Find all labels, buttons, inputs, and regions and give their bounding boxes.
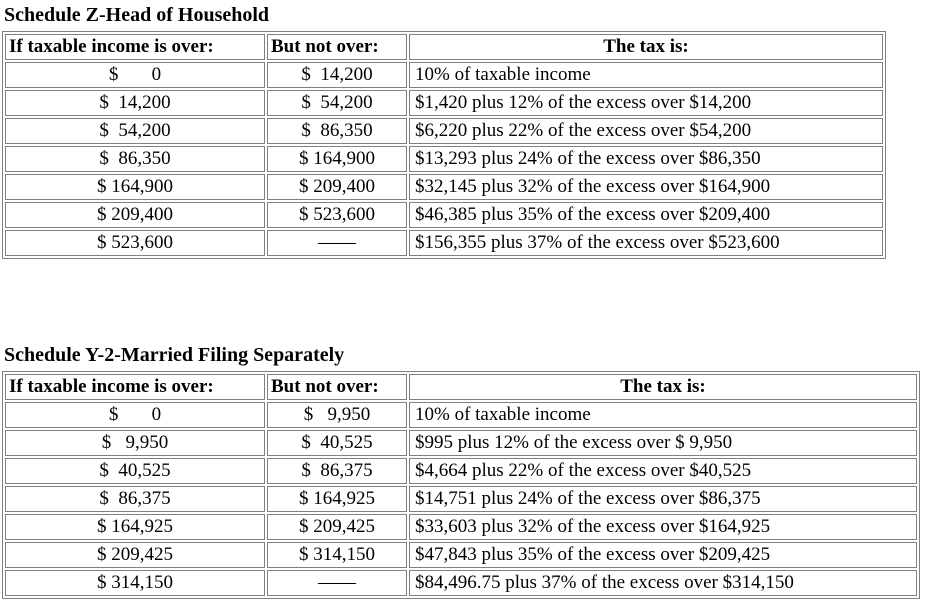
header-tax: The tax is: bbox=[409, 34, 883, 60]
cell-tax: $6,220 plus 22% of the excess over $54,2… bbox=[409, 118, 883, 144]
cell-tax: 10% of taxable income bbox=[409, 62, 883, 88]
table-row: $ 9,950 $ 40,525 $995 plus 12% of the ex… bbox=[5, 430, 917, 456]
table-row: $ 0 $ 9,950 10% of taxable income bbox=[5, 402, 917, 428]
schedule-z-section: Schedule Z-Head of Household If taxable … bbox=[2, 0, 930, 259]
cell-income-over: $ 0 bbox=[5, 402, 265, 428]
header-not-over: But not over: bbox=[267, 34, 407, 60]
cell-income-over: $ 40,525 bbox=[5, 458, 265, 484]
table-row: $ 14,200 $ 54,200 $1,420 plus 12% of the… bbox=[5, 90, 883, 116]
cell-tax: $1,420 plus 12% of the excess over $14,2… bbox=[409, 90, 883, 116]
cell-not-over: $ 314,150 bbox=[267, 542, 407, 568]
table-row: $ 209,425 $ 314,150 $47,843 plus 35% of … bbox=[5, 542, 917, 568]
cell-not-over: $ 164,925 bbox=[267, 486, 407, 512]
cell-tax: $14,751 plus 24% of the excess over $86,… bbox=[409, 486, 917, 512]
schedule-z-title: Schedule Z-Head of Household bbox=[4, 4, 270, 26]
cell-tax: $46,385 plus 35% of the excess over $209… bbox=[409, 202, 883, 228]
header-income-over: If taxable income is over: bbox=[5, 374, 265, 400]
cell-not-over-dash: —— bbox=[267, 230, 407, 256]
cell-not-over: $ 86,375 bbox=[267, 458, 407, 484]
cell-tax: $995 plus 12% of the excess over $ 9,950 bbox=[409, 430, 917, 456]
schedule-z-table: If taxable income is over: But not over:… bbox=[2, 31, 886, 259]
cell-income-over: $ 523,600 bbox=[5, 230, 265, 256]
cell-tax: 10% of taxable income bbox=[409, 402, 917, 428]
table-row: $ 523,600 —— $156,355 plus 37% of the ex… bbox=[5, 230, 883, 256]
table-row: $ 164,900 $ 209,400 $32,145 plus 32% of … bbox=[5, 174, 883, 200]
cell-tax: $84,496.75 plus 37% of the excess over $… bbox=[409, 570, 917, 596]
cell-tax: $32,145 plus 32% of the excess over $164… bbox=[409, 174, 883, 200]
cell-tax: $47,843 plus 35% of the excess over $209… bbox=[409, 542, 917, 568]
header-not-over: But not over: bbox=[267, 374, 407, 400]
schedule-y2-title: Schedule Y-2-Married Filing Separately bbox=[4, 344, 345, 366]
cell-income-over: $ 314,150 bbox=[5, 570, 265, 596]
cell-income-over: $ 209,425 bbox=[5, 542, 265, 568]
cell-not-over: $ 54,200 bbox=[267, 90, 407, 116]
cell-not-over: $ 40,525 bbox=[267, 430, 407, 456]
cell-income-over: $ 86,350 bbox=[5, 146, 265, 172]
header-tax: The tax is: bbox=[409, 374, 917, 400]
table-row: $ 0 $ 14,200 10% of taxable income bbox=[5, 62, 883, 88]
header-row: If taxable income is over: But not over:… bbox=[5, 374, 917, 400]
cell-income-over: $ 164,925 bbox=[5, 514, 265, 540]
cell-not-over: $ 209,400 bbox=[267, 174, 407, 200]
cell-not-over: $ 86,350 bbox=[267, 118, 407, 144]
cell-not-over-dash: —— bbox=[267, 570, 407, 596]
header-row: If taxable income is over: But not over:… bbox=[5, 34, 883, 60]
schedule-y2-section: Schedule Y-2-Married Filing Separately I… bbox=[2, 259, 930, 599]
cell-income-over: $ 14,200 bbox=[5, 90, 265, 116]
table-row: $ 209,400 $ 523,600 $46,385 plus 35% of … bbox=[5, 202, 883, 228]
cell-not-over: $ 523,600 bbox=[267, 202, 407, 228]
cell-income-over: $ 0 bbox=[5, 62, 265, 88]
table-row: $ 86,350 $ 164,900 $13,293 plus 24% of t… bbox=[5, 146, 883, 172]
cell-income-over: $ 54,200 bbox=[5, 118, 265, 144]
table-row: $ 86,375 $ 164,925 $14,751 plus 24% of t… bbox=[5, 486, 917, 512]
table-row: $ 40,525 $ 86,375 $4,664 plus 22% of the… bbox=[5, 458, 917, 484]
cell-income-over: $ 209,400 bbox=[5, 202, 265, 228]
cell-not-over: $ 9,950 bbox=[267, 402, 407, 428]
table-row: $ 314,150 —— $84,496.75 plus 37% of the … bbox=[5, 570, 917, 596]
cell-tax: $4,664 plus 22% of the excess over $40,5… bbox=[409, 458, 917, 484]
table-row: $ 164,925 $ 209,425 $33,603 plus 32% of … bbox=[5, 514, 917, 540]
cell-tax: $33,603 plus 32% of the excess over $164… bbox=[409, 514, 917, 540]
cell-income-over: $ 9,950 bbox=[5, 430, 265, 456]
table-row: $ 54,200 $ 86,350 $6,220 plus 22% of the… bbox=[5, 118, 883, 144]
cell-tax: $13,293 plus 24% of the excess over $86,… bbox=[409, 146, 883, 172]
cell-not-over: $ 14,200 bbox=[267, 62, 407, 88]
cell-income-over: $ 164,900 bbox=[5, 174, 265, 200]
cell-income-over: $ 86,375 bbox=[5, 486, 265, 512]
header-income-over: If taxable income is over: bbox=[5, 34, 265, 60]
schedule-y2-table: If taxable income is over: But not over:… bbox=[2, 371, 920, 599]
cell-not-over: $ 209,425 bbox=[267, 514, 407, 540]
cell-not-over: $ 164,900 bbox=[267, 146, 407, 172]
cell-tax: $156,355 plus 37% of the excess over $52… bbox=[409, 230, 883, 256]
